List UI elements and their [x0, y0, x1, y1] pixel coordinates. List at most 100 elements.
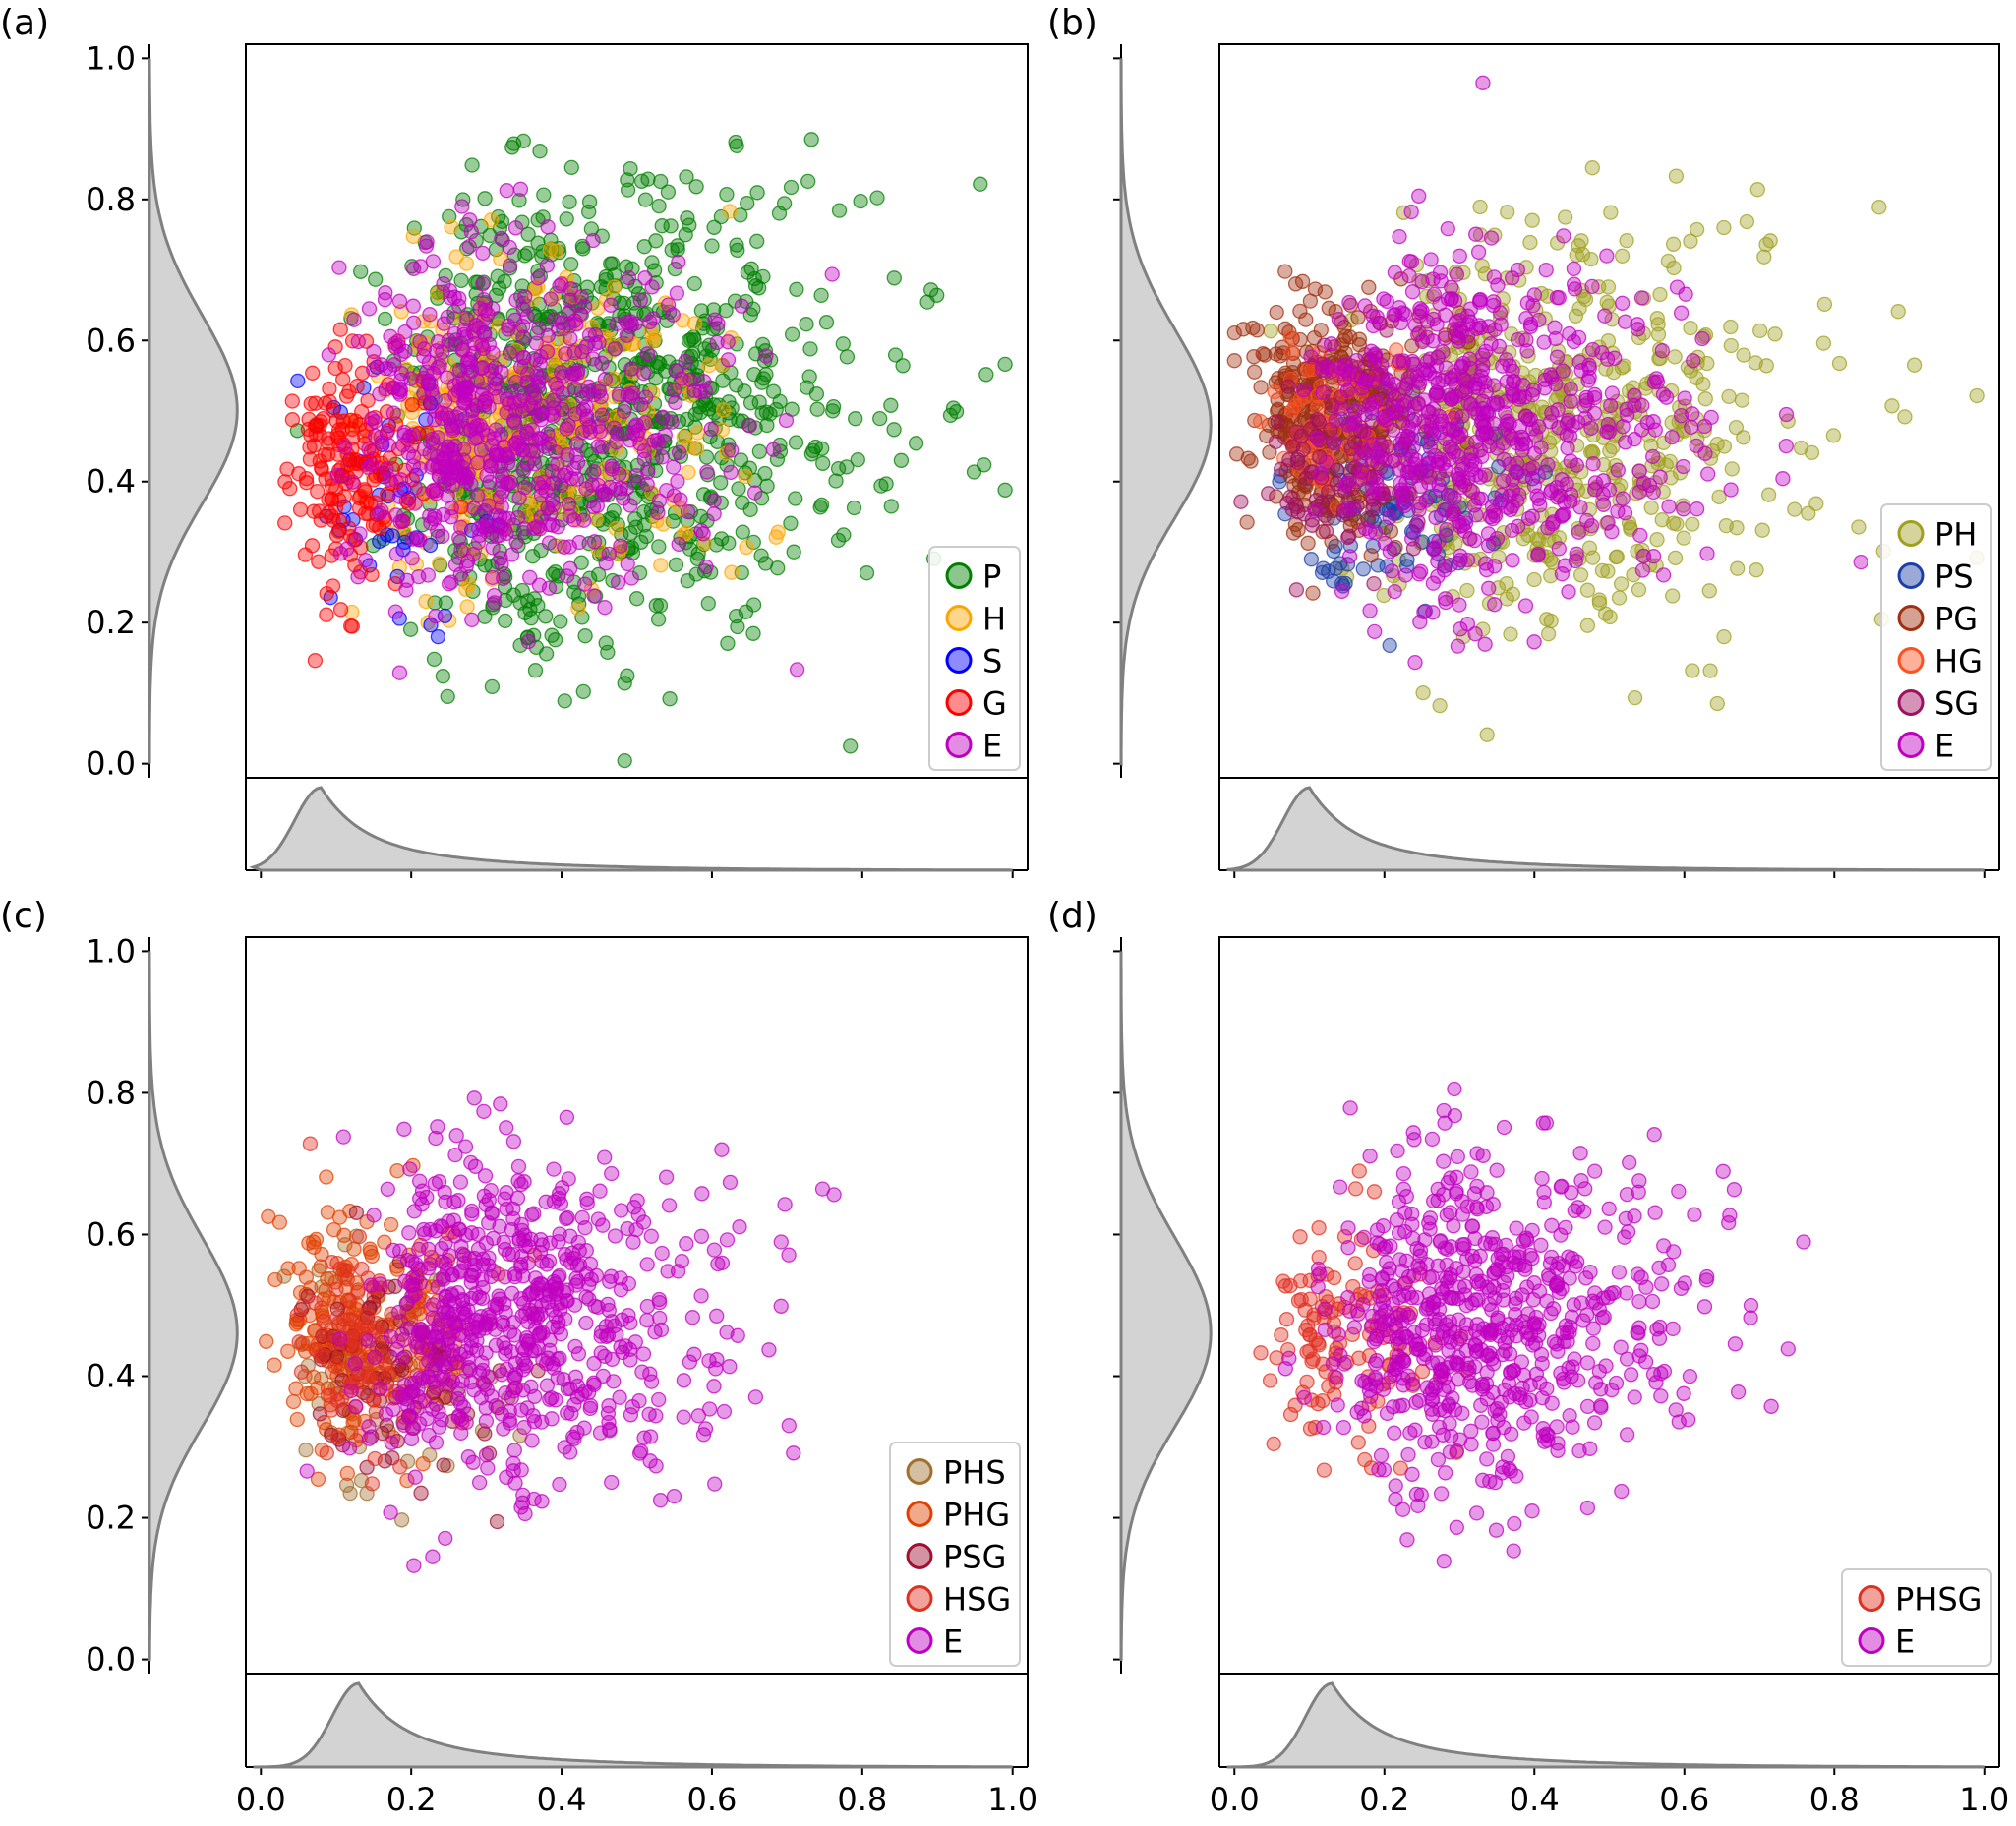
point-a-E [635, 365, 652, 382]
point-b-E [1438, 594, 1453, 611]
point-b-E [1559, 476, 1574, 492]
point-b-E [1455, 456, 1471, 472]
point-a-P [948, 403, 965, 420]
point-b-PH [1649, 532, 1665, 548]
point-a-E [562, 539, 577, 555]
point-a-E [638, 389, 654, 405]
point-b-PH [1668, 168, 1685, 184]
point-a-E [568, 436, 585, 451]
point-a-P [747, 278, 764, 294]
point-a-P [731, 481, 746, 497]
point-b-E [1556, 228, 1571, 244]
point-a-E [424, 383, 440, 398]
point-b-E [1444, 279, 1459, 295]
point-a-P [718, 303, 734, 319]
point-a-E [442, 283, 458, 299]
point-b-SG [1233, 494, 1249, 509]
point-c-HSG [364, 1476, 381, 1492]
point-a-P [577, 628, 593, 644]
point-a-P [843, 738, 859, 754]
point-a-E [608, 481, 623, 497]
point-b-E [1699, 546, 1715, 561]
point-a-E [520, 633, 537, 650]
point-a-G [344, 333, 361, 349]
point-a-P [758, 366, 774, 383]
point-a-E [352, 526, 368, 542]
points-b [1226, 75, 1985, 742]
point-a-G [319, 607, 334, 622]
point-a-E [515, 463, 532, 479]
point-a-E [512, 181, 529, 197]
point-b-E [1664, 429, 1680, 445]
point-b-E [1334, 400, 1349, 417]
point-a-P [657, 363, 674, 379]
point-b-E [1353, 449, 1369, 466]
point-b-E [1495, 358, 1511, 374]
legend-label-b-E: E [1934, 728, 1954, 765]
point-b-E [1483, 230, 1500, 246]
point-a-E [440, 370, 455, 385]
point-a-P [805, 442, 821, 459]
point-c-HSG [307, 1295, 324, 1311]
point-a-E [541, 535, 558, 551]
point-a-H [681, 464, 696, 481]
point-a-P [887, 347, 904, 363]
point-b-E [1571, 524, 1587, 540]
point-a-E [592, 383, 608, 399]
point-a-P [818, 315, 835, 330]
point-c-E [419, 1189, 435, 1206]
point-a-E [639, 346, 656, 362]
point-a-P [859, 565, 875, 581]
point-b-E [1569, 457, 1585, 473]
point-c-HSG [351, 1228, 368, 1245]
point-c-E [478, 1413, 495, 1429]
point-b-E [1632, 527, 1648, 544]
point-a-E [358, 552, 374, 568]
point-b-SG [1311, 414, 1328, 430]
point-a-E [400, 445, 416, 461]
point-c-E [331, 1331, 348, 1347]
point-a-P [740, 196, 755, 211]
point-b-E [1561, 584, 1576, 600]
point-a-P [525, 549, 541, 564]
point-b-PG [1246, 349, 1262, 365]
point-c-HSG [319, 1445, 334, 1461]
point-a-E [606, 420, 623, 436]
point-a-E [706, 505, 722, 522]
point-a-E [391, 293, 408, 309]
point-a-P [813, 287, 829, 304]
point-a-P [377, 311, 393, 327]
point-a-E [650, 504, 666, 520]
point-b-PG [1240, 450, 1256, 466]
point-a-E [534, 431, 550, 446]
point-b-E [1595, 486, 1611, 502]
point-a-P [619, 259, 634, 274]
point-a-E [582, 424, 598, 440]
point-b-HG [1252, 413, 1269, 430]
point-a-P [753, 548, 769, 563]
point-a-E [487, 381, 503, 396]
point-a-E [560, 447, 575, 463]
point-a-E [668, 394, 683, 411]
point-a-P [801, 369, 817, 384]
point-b-PH [1676, 530, 1691, 546]
point-c-E [367, 1349, 383, 1366]
point-a-P [997, 356, 1013, 373]
point-a-P [553, 614, 568, 629]
point-a-H [458, 256, 475, 271]
point-b-PH [1577, 291, 1594, 308]
point-b-E [1358, 372, 1374, 388]
point-b-PH [1583, 251, 1599, 267]
point-b-E [1418, 493, 1434, 508]
point-b-PH [1650, 326, 1667, 342]
point-a-E [590, 418, 607, 435]
point-b-PH [1702, 663, 1718, 678]
point-b-PH [1652, 286, 1668, 303]
point-a-E [329, 467, 345, 483]
point-a-P [997, 482, 1013, 498]
point-a-P [786, 544, 801, 560]
legend-marker-a-G [945, 689, 973, 716]
point-c-E [565, 1429, 581, 1444]
point-a-P [883, 499, 899, 514]
point-a-E [520, 366, 536, 382]
